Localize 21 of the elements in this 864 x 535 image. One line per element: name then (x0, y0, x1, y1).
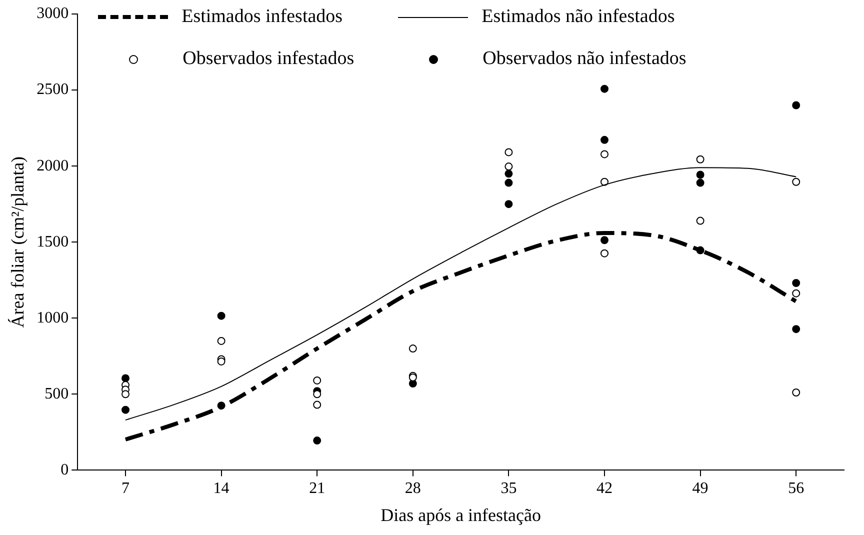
y-axis-title: Área foliar (cm²/planta) (8, 156, 28, 328)
x-tick-label: 21 (309, 480, 326, 498)
x-tick-label: 28 (404, 480, 421, 498)
y-tick-label: 2500 (36, 81, 69, 98)
x-tick-label: 42 (596, 480, 612, 498)
y-tick-label: 3000 (36, 5, 69, 22)
y-tick-label: 500 (44, 385, 69, 402)
y-tick-label: 2000 (36, 157, 69, 174)
x-tick-label: 7 (122, 480, 130, 498)
legend-label: Estimados não infestados (482, 6, 675, 28)
x-tick-label: 14 (213, 480, 230, 498)
x-tick-label: 56 (788, 480, 804, 498)
legend-label: Observados não infestados (482, 48, 686, 70)
x-axis-title: Dias após a infestação (380, 504, 542, 525)
y-tick-label: 1000 (36, 309, 69, 326)
y-tick-label: 0 (60, 461, 69, 478)
legend-label: Observados infestados (182, 48, 354, 70)
y-tick-label: 1500 (36, 233, 69, 250)
legend-label: Estimados infestados (182, 6, 343, 28)
x-tick-label: 49 (692, 480, 708, 498)
x-tick-label: 35 (500, 480, 517, 498)
